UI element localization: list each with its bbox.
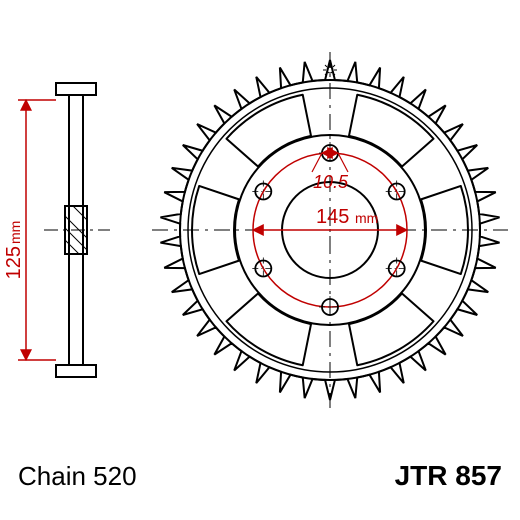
svg-text:125mm: 125mm [3,221,25,280]
svg-text:145 mm: 145 mm [316,206,378,228]
chain-label: Chain 520 [18,461,137,492]
dim-145-value: 145 [316,206,349,228]
dimension-bolt-circle: 145 mm [253,206,407,230]
side-view [44,83,110,377]
drawing-canvas: 125mm [0,0,520,520]
dim-145-unit: mm [355,210,378,226]
dim-125-value: 125 [3,246,25,279]
index-mark-icon [323,63,337,77]
dim-125-unit: mm [7,221,23,244]
dim-10p5-value: 10.5 [313,172,349,192]
dimension-bolt-hole: 10.5 [312,153,349,192]
drawing-svg: 125mm [0,0,520,520]
part-number-label: JTR 857 [395,460,502,492]
